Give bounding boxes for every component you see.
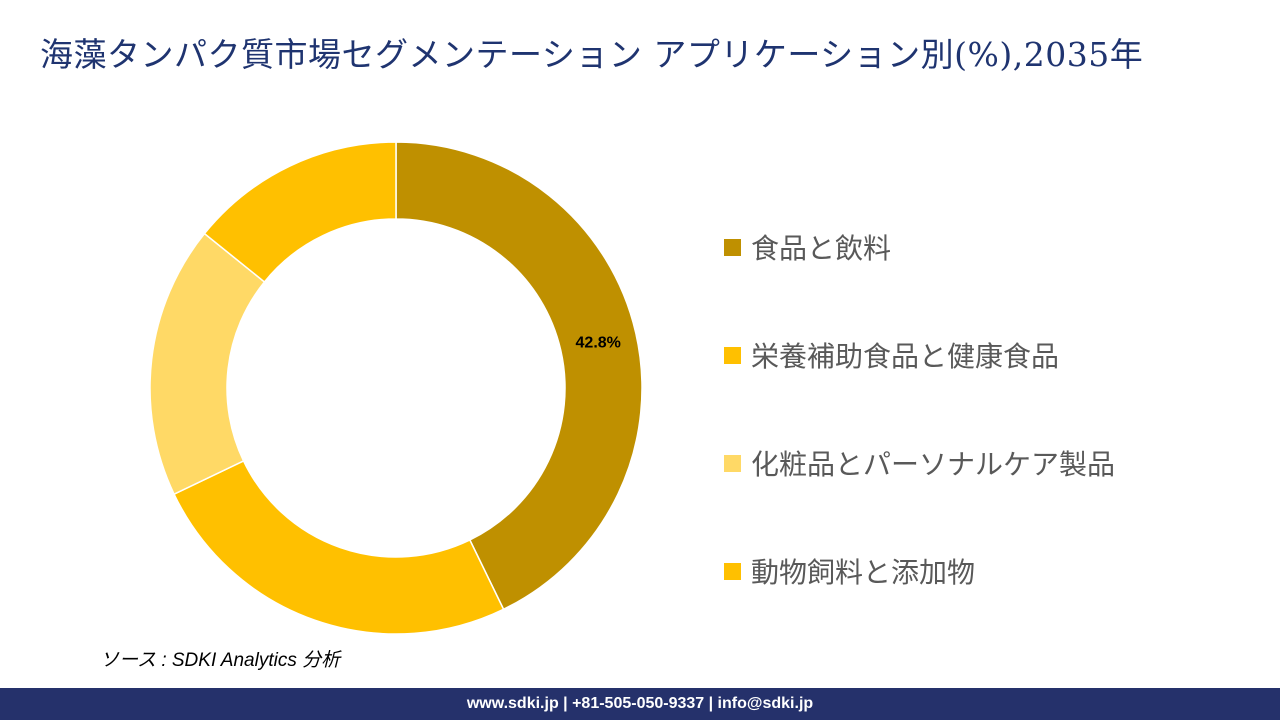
footer-contact: www.sdki.jp | +81-505-050-9337 | info@sd… bbox=[0, 688, 1280, 720]
donut-slice bbox=[203, 141, 397, 283]
donut-slice bbox=[173, 459, 505, 635]
legend-swatch bbox=[724, 454, 741, 472]
legend-swatch bbox=[724, 346, 741, 364]
legend-label: 動物飼料と添加物 bbox=[751, 556, 976, 589]
donut-slice bbox=[149, 232, 266, 496]
legend-swatch bbox=[724, 562, 741, 580]
legend-item: 動物飼料と添加物 bbox=[724, 551, 975, 591]
legend-label: 食品と飲料 bbox=[751, 232, 892, 265]
legend-item: 栄養補助食品と健康食品 bbox=[724, 335, 1059, 375]
donut-slice bbox=[395, 141, 643, 611]
legend-label: 化粧品とパーソナルケア製品 bbox=[751, 448, 1116, 481]
legend-item: 食品と飲料 bbox=[724, 227, 891, 267]
legend-swatch bbox=[724, 238, 741, 256]
source-note: ソース : SDKI Analytics 分析 bbox=[100, 650, 341, 671]
chart-title: 海藻タンパク質市場セグメンテーション アプリケーション別(%),2035年 bbox=[40, 35, 1144, 74]
legend-label: 栄養補助食品と健康食品 bbox=[751, 340, 1060, 373]
data-label: 42.8% bbox=[576, 334, 621, 351]
legend-item: 化粧品とパーソナルケア製品 bbox=[724, 443, 1115, 483]
